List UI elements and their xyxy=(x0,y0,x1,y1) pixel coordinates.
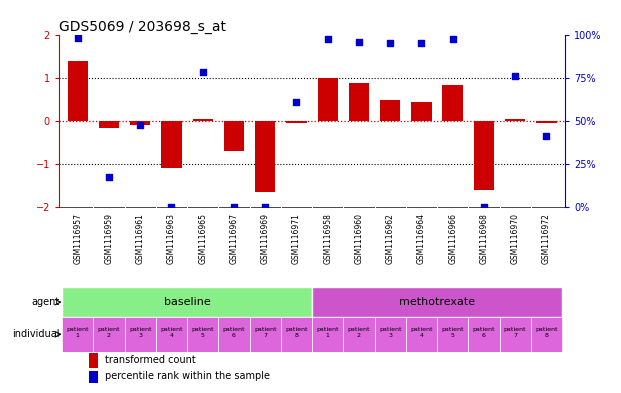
Text: GSM1116969: GSM1116969 xyxy=(261,213,270,264)
Text: patient
2: patient 2 xyxy=(348,327,370,338)
Bar xyxy=(161,121,181,168)
Bar xyxy=(536,121,556,123)
Bar xyxy=(93,317,125,352)
Text: GSM1116960: GSM1116960 xyxy=(355,213,363,264)
Text: GSM1116968: GSM1116968 xyxy=(479,213,488,264)
Bar xyxy=(312,317,343,352)
Bar xyxy=(499,317,531,352)
Point xyxy=(479,204,489,210)
Bar xyxy=(468,317,499,352)
Text: patient
8: patient 8 xyxy=(535,327,558,338)
Text: patient
3: patient 3 xyxy=(379,327,401,338)
Text: agent: agent xyxy=(31,297,60,307)
Text: GSM1116958: GSM1116958 xyxy=(323,213,332,264)
Bar xyxy=(224,121,244,151)
Point xyxy=(229,204,239,210)
Text: transformed count: transformed count xyxy=(104,355,195,365)
Point xyxy=(197,69,207,75)
Bar xyxy=(130,121,150,125)
Text: percentile rank within the sample: percentile rank within the sample xyxy=(104,371,270,381)
Point xyxy=(260,204,270,210)
Text: patient
6: patient 6 xyxy=(223,327,245,338)
Text: patient
4: patient 4 xyxy=(410,327,433,338)
Text: GSM1116964: GSM1116964 xyxy=(417,213,426,264)
Text: patient
6: patient 6 xyxy=(473,327,495,338)
Text: GSM1116959: GSM1116959 xyxy=(104,213,114,264)
Text: GSM1116967: GSM1116967 xyxy=(229,213,238,264)
Bar xyxy=(187,317,219,352)
Bar xyxy=(68,61,88,121)
Bar xyxy=(62,287,312,317)
Text: individual: individual xyxy=(12,329,60,339)
Bar xyxy=(349,83,369,121)
Bar xyxy=(474,121,494,190)
Bar xyxy=(286,121,307,123)
Point xyxy=(166,204,176,210)
Point xyxy=(385,40,395,46)
Bar xyxy=(411,102,432,121)
Text: patient
1: patient 1 xyxy=(317,327,339,338)
Point xyxy=(73,34,83,40)
Text: patient
2: patient 2 xyxy=(97,327,120,338)
Text: GSM1116965: GSM1116965 xyxy=(198,213,207,264)
Point xyxy=(291,99,301,105)
Bar xyxy=(380,100,401,121)
Bar xyxy=(193,119,213,121)
Text: GSM1116957: GSM1116957 xyxy=(73,213,82,264)
Text: GSM1116966: GSM1116966 xyxy=(448,213,457,264)
Bar xyxy=(62,317,93,352)
Text: patient
8: patient 8 xyxy=(285,327,307,338)
Text: GSM1116962: GSM1116962 xyxy=(386,213,395,264)
Text: patient
3: patient 3 xyxy=(129,327,152,338)
Text: baseline: baseline xyxy=(164,297,211,307)
Point xyxy=(104,174,114,180)
Bar xyxy=(374,317,406,352)
Text: GDS5069 / 203698_s_at: GDS5069 / 203698_s_at xyxy=(59,20,226,34)
Point xyxy=(448,36,458,42)
Bar xyxy=(312,287,562,317)
Text: patient
5: patient 5 xyxy=(191,327,214,338)
Point xyxy=(542,133,551,139)
Point xyxy=(135,122,145,129)
Bar xyxy=(281,317,312,352)
Point xyxy=(510,73,520,79)
Text: GSM1116971: GSM1116971 xyxy=(292,213,301,264)
Text: patient
5: patient 5 xyxy=(442,327,464,338)
Text: GSM1116963: GSM1116963 xyxy=(167,213,176,264)
Point xyxy=(323,36,333,42)
Bar xyxy=(89,353,99,368)
Bar xyxy=(505,119,525,121)
Bar xyxy=(406,317,437,352)
Bar xyxy=(317,78,338,121)
Bar xyxy=(255,121,275,192)
Text: GSM1116961: GSM1116961 xyxy=(136,213,145,264)
Text: GSM1116972: GSM1116972 xyxy=(542,213,551,264)
Bar xyxy=(250,317,281,352)
Text: patient
1: patient 1 xyxy=(66,327,89,338)
Text: GSM1116970: GSM1116970 xyxy=(510,213,520,264)
Text: methotrexate: methotrexate xyxy=(399,297,475,307)
Bar xyxy=(125,317,156,352)
Point xyxy=(354,39,364,45)
Bar xyxy=(531,317,562,352)
Bar xyxy=(219,317,250,352)
Text: patient
7: patient 7 xyxy=(504,327,527,338)
Text: patient
4: patient 4 xyxy=(160,327,183,338)
Bar xyxy=(89,371,99,383)
Bar xyxy=(343,317,374,352)
Bar xyxy=(99,121,119,128)
Bar xyxy=(443,85,463,121)
Bar xyxy=(437,317,468,352)
Point xyxy=(417,40,427,46)
Bar xyxy=(156,317,187,352)
Text: patient
7: patient 7 xyxy=(254,327,276,338)
